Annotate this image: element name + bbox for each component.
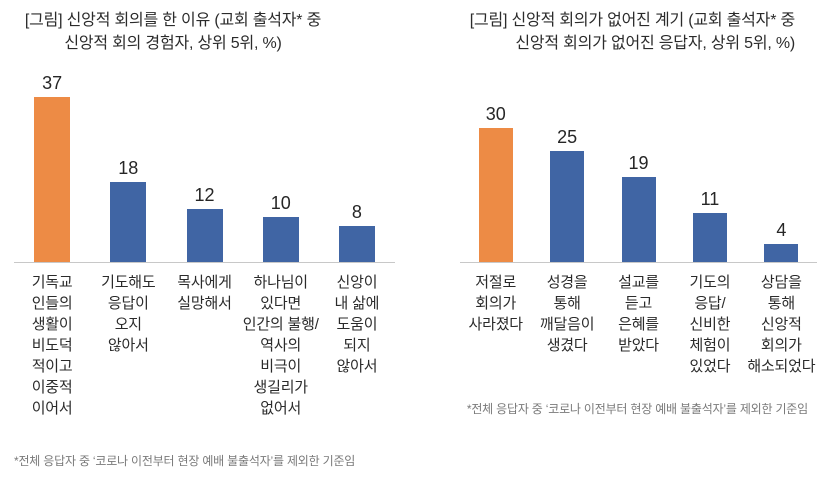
- chart-title-line1: [그림] 신앙적 회의가 없어진 계기 (교회 출석자* 중: [469, 12, 795, 29]
- category-label-text: 기도해도 응답이 오지 않아서: [101, 274, 156, 354]
- bar-group: 12: [166, 60, 242, 262]
- bar: [338, 226, 375, 262]
- bar-value-label: 30: [485, 104, 506, 124]
- category-labels-row: 기독교 인들의 생활이 비도덕 적이고 이중적 이어서 기도해도 응답이 오지 않…: [14, 272, 395, 419]
- bar-group: 19: [603, 60, 674, 262]
- category-label-text: 설교를 듣고 은혜를 받았다: [618, 274, 659, 354]
- chart-title-line2: 신앙적 회의가 없어진 응답자, 상위 5위, %): [515, 35, 795, 52]
- category-label-text: 하나님이 있다면 인간의 불행/ 역사의 비극이 생길리가 없어서: [242, 274, 319, 417]
- bar-plot-area: 30 25 19 11 4: [460, 60, 817, 263]
- category-label-text: 기도의 응답/ 신비한 체험이 있었다: [689, 274, 731, 375]
- bar-value-label: 4: [776, 220, 787, 240]
- bar-group: 37: [14, 60, 90, 262]
- bar: [110, 182, 147, 262]
- category-label-text: 상담을 통해 신앙적 회의가 해소되었다: [747, 274, 816, 375]
- bar-group: 25: [531, 60, 602, 262]
- bar: [621, 177, 656, 262]
- chart-panel-doubt-resolution: [그림] 신앙적 회의가 없어진 계기 (교회 출석자* 중 신앙적 회의가 없…: [417, 0, 835, 488]
- bar: [550, 151, 585, 262]
- footnote: *전체 응답자 중 ‘코로나 이전부터 현장 예배 불출석자’를 제외한 기준임: [466, 402, 808, 416]
- bar-group: 8: [319, 60, 395, 262]
- chart-title-line2: 신앙적 회의 경험자, 상위 5위, %): [64, 35, 282, 52]
- chart-title-line1: [그림] 신앙적 회의를 한 이유 (교회 출석자* 중: [24, 12, 322, 29]
- category-label: 성경을 통해 깨달음이 생겼다: [531, 272, 602, 377]
- bar-value-label: 8: [351, 202, 362, 222]
- category-label: 설교를 듣고 은혜를 받았다: [603, 272, 674, 377]
- bar: [262, 217, 299, 262]
- bar-value-label: 18: [118, 158, 139, 178]
- category-label: 기도해도 응답이 오지 않아서: [90, 272, 166, 419]
- chart-title: [그림] 신앙적 회의를 한 이유 (교회 출석자* 중 신앙적 회의 경험자,…: [0, 9, 346, 55]
- category-labels-row: 저절로 회의가 사라졌다 성경을 통해 깨달음이 생겼다 설교를 듣고 은혜를 받았…: [460, 272, 817, 377]
- bar: [692, 213, 727, 262]
- bar-plot-area: 37 18 12 10 8: [14, 60, 395, 263]
- bar-group: 4: [746, 60, 817, 262]
- category-label-text: 성경을 통해 깨달음이 생겼다: [539, 274, 595, 354]
- bar-value-label: 25: [557, 127, 578, 147]
- category-label: 목사에게 실망해서: [166, 272, 242, 419]
- category-label: 저절로 회의가 사라졌다: [460, 272, 531, 377]
- category-label-text: 저절로 회의가 사라졌다: [468, 274, 524, 333]
- category-label-text: 기독교 인들의 생활이 비도덕 적이고 이중적 이어서: [31, 274, 73, 417]
- chart-panel-reasons-for-doubt: [그림] 신앙적 회의를 한 이유 (교회 출석자* 중 신앙적 회의 경험자,…: [0, 0, 417, 488]
- bar-group: 18: [90, 60, 166, 262]
- bar-group: 10: [243, 60, 319, 262]
- bar-highlighted: [34, 97, 71, 262]
- bar-value-label: 37: [42, 73, 63, 93]
- category-label: 상담을 통해 신앙적 회의가 해소되었다: [746, 272, 817, 377]
- bar-group: 11: [674, 60, 745, 262]
- bar-value-label: 11: [700, 189, 720, 209]
- footnote: *전체 응답자 중 ‘코로나 이전부터 현장 예배 불출석자’를 제외한 기준임: [14, 454, 356, 468]
- chart-title: [그림] 신앙적 회의가 없어진 계기 (교회 출석자* 중 신앙적 회의가 없…: [417, 9, 795, 55]
- bar: [764, 244, 799, 262]
- category-label-text: 신앙이 내 삶에 도움이 되지 않아서: [334, 274, 380, 375]
- category-label: 기도의 응답/ 신비한 체험이 있었다: [674, 272, 745, 377]
- bar-value-label: 10: [270, 193, 291, 213]
- bar: [186, 209, 223, 262]
- category-label: 신앙이 내 삶에 도움이 되지 않아서: [319, 272, 395, 419]
- category-label-text: 목사에게 실망해서: [177, 274, 232, 312]
- bar-value-label: 19: [628, 153, 649, 173]
- category-label: 기독교 인들의 생활이 비도덕 적이고 이중적 이어서: [14, 272, 90, 419]
- bar-highlighted: [478, 128, 513, 262]
- bar-value-label: 12: [194, 185, 215, 205]
- bar-group: 30: [460, 60, 531, 262]
- category-label: 하나님이 있다면 인간의 불행/ 역사의 비극이 생길리가 없어서: [243, 272, 319, 419]
